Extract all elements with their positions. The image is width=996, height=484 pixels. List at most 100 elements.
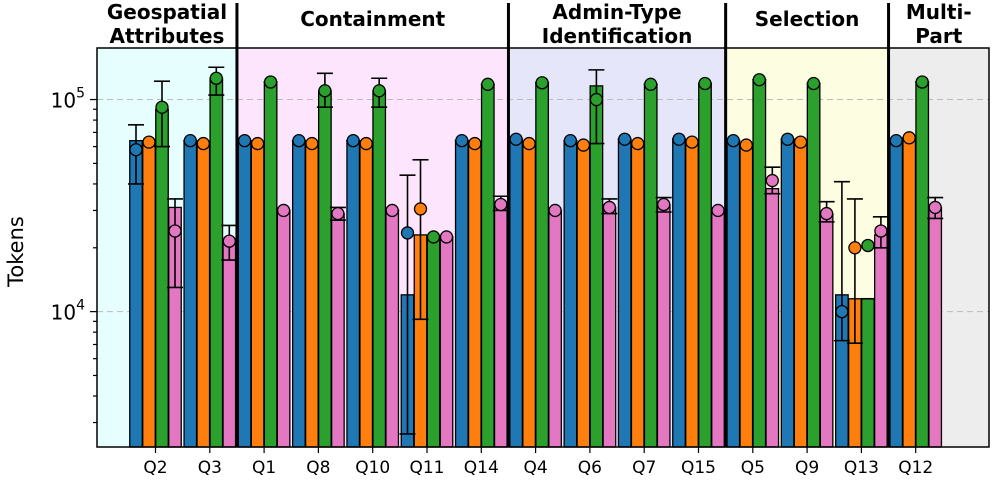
x-tick-label: Q3 xyxy=(198,458,222,478)
data-point xyxy=(142,135,156,149)
bar xyxy=(548,209,562,448)
data-point xyxy=(481,77,495,91)
data-point xyxy=(711,203,725,218)
x-tick-label: Q11 xyxy=(409,458,444,478)
data-point xyxy=(602,200,617,215)
data-point xyxy=(222,234,236,248)
data-point xyxy=(155,100,169,114)
bar xyxy=(359,142,374,448)
bar xyxy=(250,142,265,448)
bar xyxy=(726,140,741,448)
data-point xyxy=(631,136,645,151)
data-point xyxy=(305,136,319,151)
bar xyxy=(276,209,291,448)
data-point xyxy=(455,134,469,148)
data-point xyxy=(902,131,916,145)
data-point xyxy=(468,136,482,151)
data-point xyxy=(183,134,197,148)
data-point xyxy=(413,202,428,216)
bar xyxy=(656,203,671,448)
bar xyxy=(861,298,875,448)
data-point xyxy=(576,138,591,152)
group-dividers xyxy=(235,3,891,447)
data-point xyxy=(928,200,942,215)
data-point xyxy=(196,136,210,151)
x-tick-label: Q4 xyxy=(523,458,547,478)
data-point xyxy=(793,135,808,149)
x-tick-label: Q7 xyxy=(632,458,656,478)
data-point xyxy=(276,203,291,218)
data-point xyxy=(318,84,332,98)
bar xyxy=(209,77,224,448)
x-tick-label: Q13 xyxy=(844,458,879,478)
axes: Q2 Q3 Q1 Q8 Q10 Q11 Q14 Q4 Q6 Q7 Q15 Q5 Q9 Q13 Q12 104 1… xyxy=(4,86,933,478)
group-title: Multi- xyxy=(906,0,972,24)
data-point xyxy=(861,238,875,253)
bar xyxy=(630,142,645,448)
x-tick-label: Q15 xyxy=(681,458,716,478)
bar xyxy=(902,137,917,448)
data-point xyxy=(359,136,373,151)
bar xyxy=(467,142,482,448)
bar xyxy=(155,108,169,448)
data-point xyxy=(522,136,536,151)
bar xyxy=(685,141,699,448)
bar xyxy=(454,140,469,448)
data-point xyxy=(548,203,562,218)
x-tick-label: Q6 xyxy=(578,458,602,478)
x-tick-label: Q1 xyxy=(252,458,276,478)
bar xyxy=(711,209,725,448)
data-point xyxy=(780,132,795,146)
data-point xyxy=(672,132,686,146)
bar xyxy=(196,142,211,448)
bar xyxy=(806,82,821,448)
bar xyxy=(439,236,454,448)
x-tick-label: Q10 xyxy=(355,458,390,478)
bar xyxy=(237,140,252,448)
bar xyxy=(915,81,930,448)
bar xyxy=(576,144,591,448)
bar xyxy=(602,206,617,448)
x-tick-label: Q9 xyxy=(795,458,819,478)
bar xyxy=(535,82,549,448)
data-point xyxy=(752,73,766,87)
bar xyxy=(780,138,795,448)
group-title: Attributes xyxy=(110,24,225,48)
bar xyxy=(928,206,943,448)
bar xyxy=(304,142,319,448)
bar xyxy=(889,140,904,448)
bar xyxy=(263,81,278,448)
data-point xyxy=(765,173,779,188)
group-title: Identification xyxy=(542,24,693,48)
group-title: Admin-Type xyxy=(552,0,681,24)
bar xyxy=(643,83,658,448)
data-point xyxy=(426,230,441,244)
data-point xyxy=(874,224,888,238)
data-point xyxy=(129,143,143,157)
bar xyxy=(563,140,578,448)
bar xyxy=(372,90,387,448)
group-title: Part xyxy=(915,24,962,48)
bar xyxy=(183,140,198,448)
bar xyxy=(330,212,345,448)
data-point xyxy=(563,134,578,148)
data-point xyxy=(385,203,399,218)
data-point xyxy=(806,76,821,91)
data-point xyxy=(263,75,278,89)
bar xyxy=(142,141,156,448)
points xyxy=(129,71,942,319)
data-point xyxy=(739,138,753,152)
bar xyxy=(819,212,834,448)
data-point xyxy=(535,76,549,90)
bar xyxy=(765,188,780,448)
data-point xyxy=(657,197,671,212)
data-point xyxy=(237,134,252,148)
data-point xyxy=(292,134,306,148)
x-tick-label: Q12 xyxy=(898,458,933,478)
group-title: Geospatial xyxy=(107,0,227,24)
x-tick-label: Q5 xyxy=(741,458,765,478)
x-tick-label: Q14 xyxy=(464,458,499,478)
bar xyxy=(129,140,143,448)
y-axis-label: Tokens xyxy=(4,216,28,288)
